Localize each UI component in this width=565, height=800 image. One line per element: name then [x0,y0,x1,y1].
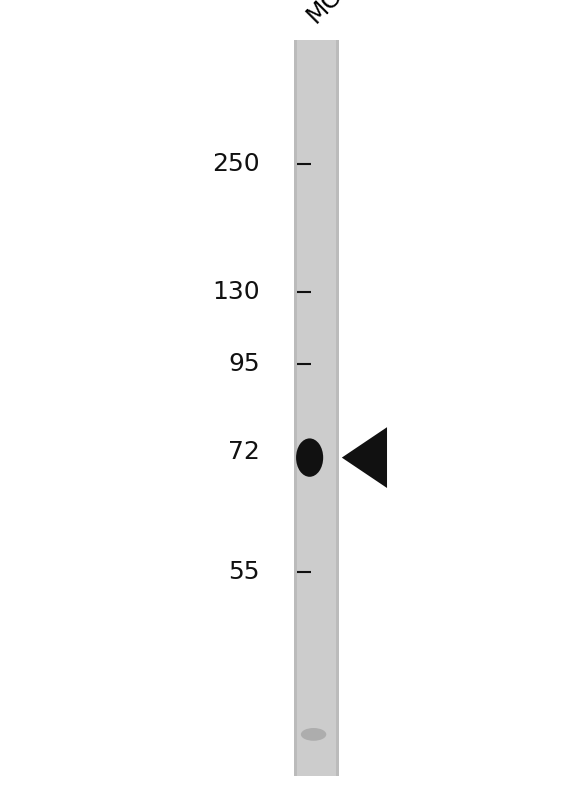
Text: 95: 95 [228,352,260,376]
Text: 55: 55 [228,560,260,584]
Ellipse shape [301,728,327,741]
Text: MCF-7: MCF-7 [302,0,372,28]
Polygon shape [342,427,387,488]
Bar [294,40,297,776]
Text: 130: 130 [212,280,260,304]
Text: 72: 72 [228,440,260,464]
Text: 250: 250 [212,152,260,176]
Ellipse shape [296,438,323,477]
Bar [294,40,339,776]
Bar [336,40,339,776]
